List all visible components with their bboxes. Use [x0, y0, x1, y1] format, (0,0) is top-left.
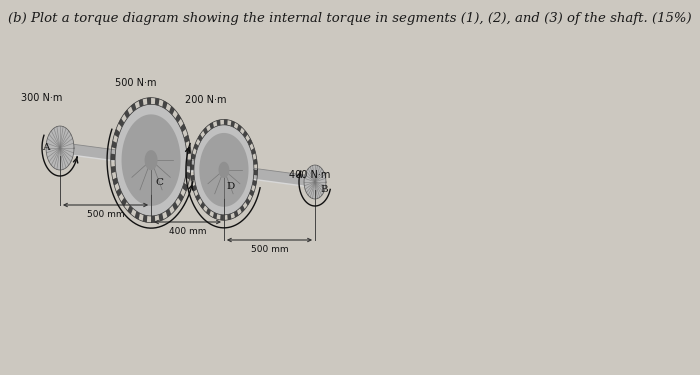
Polygon shape — [113, 177, 118, 186]
Polygon shape — [115, 104, 187, 216]
Polygon shape — [145, 150, 158, 170]
Polygon shape — [194, 125, 254, 215]
Polygon shape — [143, 215, 147, 222]
Text: C: C — [155, 178, 163, 187]
Polygon shape — [249, 189, 254, 196]
Polygon shape — [197, 134, 203, 142]
Polygon shape — [203, 127, 208, 135]
Polygon shape — [240, 205, 245, 213]
Polygon shape — [60, 142, 316, 188]
Polygon shape — [190, 164, 194, 170]
Polygon shape — [115, 104, 187, 216]
Polygon shape — [180, 123, 186, 132]
Text: (b) Plot a torque diagram showing the internal torque in segments (1), (2), and : (b) Plot a torque diagram showing the in… — [8, 12, 692, 25]
Polygon shape — [193, 185, 197, 192]
Text: B: B — [320, 185, 328, 194]
Polygon shape — [186, 147, 191, 154]
Polygon shape — [166, 209, 172, 217]
Polygon shape — [194, 125, 254, 215]
Polygon shape — [139, 99, 143, 107]
Polygon shape — [209, 122, 214, 129]
Polygon shape — [111, 141, 117, 148]
Polygon shape — [247, 138, 253, 146]
Polygon shape — [186, 172, 190, 180]
Text: 500 N·m: 500 N·m — [116, 78, 157, 88]
Text: D: D — [227, 182, 235, 191]
Polygon shape — [114, 129, 120, 138]
Polygon shape — [213, 212, 217, 219]
Polygon shape — [234, 210, 239, 218]
Polygon shape — [199, 133, 248, 207]
Polygon shape — [184, 135, 190, 143]
Text: 500 mm: 500 mm — [251, 245, 288, 254]
Text: 300 N·m: 300 N·m — [21, 93, 63, 103]
Polygon shape — [245, 198, 250, 206]
Polygon shape — [182, 183, 188, 191]
Polygon shape — [159, 213, 164, 221]
Polygon shape — [195, 194, 200, 201]
Polygon shape — [122, 114, 181, 206]
Polygon shape — [251, 148, 256, 155]
Polygon shape — [121, 198, 127, 207]
Polygon shape — [194, 143, 199, 150]
Polygon shape — [228, 214, 232, 220]
Text: A: A — [43, 144, 50, 153]
Polygon shape — [118, 118, 125, 128]
Polygon shape — [191, 153, 195, 160]
Polygon shape — [190, 175, 195, 181]
Polygon shape — [111, 154, 116, 160]
Polygon shape — [169, 106, 175, 115]
Polygon shape — [304, 165, 326, 199]
Polygon shape — [178, 193, 183, 202]
Polygon shape — [200, 202, 205, 209]
Polygon shape — [131, 103, 136, 112]
Polygon shape — [237, 124, 242, 132]
Polygon shape — [116, 188, 122, 197]
Polygon shape — [111, 166, 116, 173]
Text: 200 N·m: 200 N·m — [186, 95, 227, 105]
Polygon shape — [253, 159, 258, 165]
Polygon shape — [218, 162, 230, 178]
Text: 400 N·m: 400 N·m — [289, 170, 330, 180]
Polygon shape — [134, 211, 140, 220]
Polygon shape — [124, 110, 130, 118]
Polygon shape — [206, 208, 211, 215]
Polygon shape — [46, 126, 74, 170]
Polygon shape — [172, 202, 178, 211]
Polygon shape — [252, 180, 257, 186]
Text: 500 mm: 500 mm — [87, 210, 125, 219]
Polygon shape — [147, 98, 151, 105]
Polygon shape — [162, 101, 167, 109]
Polygon shape — [175, 114, 181, 123]
Polygon shape — [127, 205, 133, 214]
Polygon shape — [224, 120, 228, 125]
Polygon shape — [216, 120, 221, 126]
Polygon shape — [230, 121, 235, 128]
Text: 400 mm: 400 mm — [169, 227, 206, 236]
Polygon shape — [155, 98, 160, 105]
Polygon shape — [187, 160, 191, 166]
Polygon shape — [220, 214, 224, 220]
Polygon shape — [243, 130, 248, 138]
Polygon shape — [253, 170, 258, 176]
Polygon shape — [151, 216, 155, 223]
